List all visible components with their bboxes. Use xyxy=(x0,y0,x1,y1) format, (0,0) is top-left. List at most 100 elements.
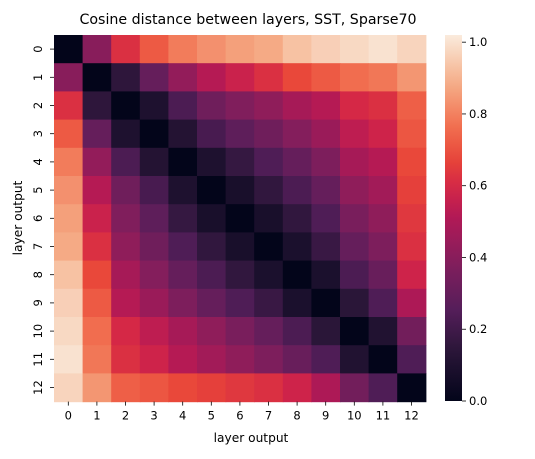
heatmap-cell xyxy=(197,119,227,149)
y-axis-label: layer output xyxy=(11,180,25,255)
heatmap-cell xyxy=(225,119,255,149)
y-tick-label: 5 xyxy=(31,186,45,193)
heatmap-cell xyxy=(197,288,227,318)
heatmap-cell xyxy=(311,63,341,92)
heatmap-cell xyxy=(368,373,398,403)
heatmap-cell xyxy=(168,63,198,92)
heatmap-cell xyxy=(311,317,341,346)
chart-title: Cosine distance between layers, SST, Spa… xyxy=(79,12,416,28)
heatmap-cell xyxy=(282,63,312,92)
heatmap-cell xyxy=(397,260,427,290)
y-tick-label: 9 xyxy=(31,299,45,306)
heatmap-cell xyxy=(82,373,112,403)
heatmap-cell xyxy=(340,260,370,290)
heatmap-cell xyxy=(54,176,84,205)
heatmap-cell xyxy=(254,35,284,64)
heatmap-cell xyxy=(54,63,84,92)
heatmap-cell xyxy=(368,288,398,318)
heatmap-cell xyxy=(197,260,227,290)
x-tick-label: 1 xyxy=(93,409,100,423)
heatmap-cell xyxy=(111,35,141,64)
y-tick-label: 2 xyxy=(31,102,45,109)
heatmap-cell xyxy=(82,91,112,121)
heatmap-cell xyxy=(111,317,141,346)
heatmap-cell xyxy=(82,345,112,374)
heatmap-cells xyxy=(54,35,427,403)
heatmap-cell xyxy=(397,317,427,346)
heatmap-cell xyxy=(225,317,255,346)
heatmap-cell xyxy=(139,345,169,374)
heatmap-cell xyxy=(225,63,255,92)
heatmap-cell xyxy=(139,232,169,262)
heatmap-cell xyxy=(254,63,284,92)
heatmap-cell xyxy=(368,35,398,64)
x-tick-label: 7 xyxy=(265,409,272,423)
heatmap-cell xyxy=(282,176,312,205)
heatmap-cell xyxy=(225,288,255,318)
heatmap-cell xyxy=(368,147,398,177)
heatmap-cell xyxy=(111,232,141,262)
heatmap-cell xyxy=(82,119,112,149)
colorbar-tick-label: 0.4 xyxy=(469,250,487,264)
y-tick-label: 7 xyxy=(31,243,45,250)
heatmap-cell xyxy=(139,317,169,346)
heatmap-cell xyxy=(397,147,427,177)
heatmap-cell xyxy=(82,176,112,205)
heatmap-cell xyxy=(368,345,398,374)
heatmap-cell xyxy=(254,288,284,318)
heatmap-cell xyxy=(368,260,398,290)
heatmap-cell xyxy=(397,119,427,149)
heatmap-cell xyxy=(54,260,84,290)
y-tick-label: 0 xyxy=(31,45,45,52)
heatmap-cell xyxy=(111,176,141,205)
heatmap-cell xyxy=(340,147,370,177)
x-tick-label: 8 xyxy=(293,409,300,423)
heatmap-cell xyxy=(311,345,341,374)
heatmap-cell xyxy=(311,91,341,121)
heatmap-cell xyxy=(168,35,198,64)
heatmap-cell xyxy=(197,232,227,262)
heatmap-cell xyxy=(54,373,84,403)
heatmap-cell xyxy=(340,204,370,233)
heatmap-cell xyxy=(168,260,198,290)
heatmap-cell xyxy=(54,232,84,262)
heatmap-cell xyxy=(139,204,169,233)
heatmap-cell xyxy=(168,345,198,374)
heatmap-cell xyxy=(54,204,84,233)
heatmap-cell xyxy=(54,147,84,177)
heatmap-cell xyxy=(311,373,341,403)
y-tick-label: 8 xyxy=(31,271,45,278)
heatmap-cell xyxy=(82,35,112,64)
heatmap-cell xyxy=(82,232,112,262)
heatmap-cell xyxy=(368,63,398,92)
colorbar-gradient xyxy=(445,35,462,401)
heatmap-cell xyxy=(139,91,169,121)
y-tick-label: 1 xyxy=(31,74,45,81)
x-axis-label: layer output xyxy=(214,431,289,445)
heatmap-cell xyxy=(82,317,112,346)
heatmap-cell xyxy=(340,63,370,92)
heatmap-cell xyxy=(340,373,370,403)
heatmap-cell xyxy=(225,345,255,374)
heatmap-cell xyxy=(82,147,112,177)
heatmap-cell xyxy=(282,204,312,233)
heatmap-cell xyxy=(282,119,312,149)
y-tick-label: 11 xyxy=(31,352,45,367)
heatmap-cell xyxy=(397,63,427,92)
heatmap-cell xyxy=(225,232,255,262)
y-tick-label: 3 xyxy=(31,130,45,137)
heatmap-cell xyxy=(111,91,141,121)
heatmap-cell xyxy=(139,147,169,177)
heatmap-cell xyxy=(254,176,284,205)
heatmap-cell xyxy=(197,147,227,177)
heatmap-cell xyxy=(397,35,427,64)
x-tick-label: 12 xyxy=(404,409,419,423)
heatmap-cell xyxy=(282,91,312,121)
heatmap-cell xyxy=(368,119,398,149)
heatmap-cell xyxy=(282,147,312,177)
y-tick-label: 12 xyxy=(31,380,45,395)
heatmap-cell xyxy=(368,176,398,205)
x-tick-label: 3 xyxy=(150,409,157,423)
heatmap-cell xyxy=(397,232,427,262)
